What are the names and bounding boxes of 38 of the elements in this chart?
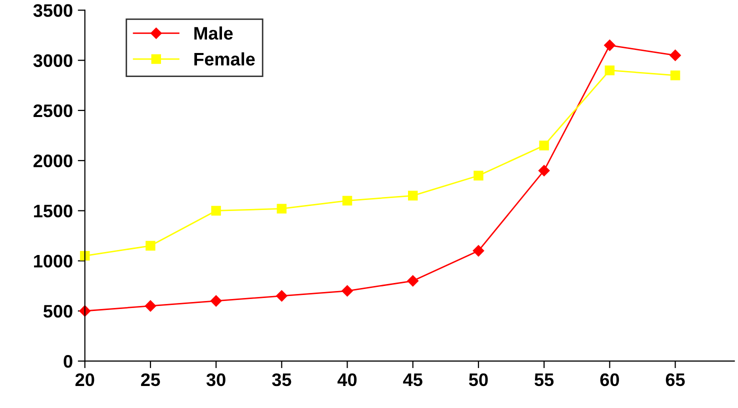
point	[144, 300, 156, 312]
point	[472, 245, 484, 256]
point	[276, 290, 288, 302]
point	[210, 295, 222, 307]
point	[604, 65, 615, 76]
y-tick-label: 1000	[34, 254, 72, 268]
y-tick-label: 3500	[33, 4, 72, 17]
point	[407, 275, 418, 286]
legend-label: Female	[194, 52, 255, 66]
y-tick-label: 2500	[34, 104, 72, 118]
point	[539, 140, 549, 150]
x-tick-label: 65	[666, 373, 685, 386]
x-tick-label: 25	[141, 373, 160, 386]
x-tick-label: 30	[206, 373, 226, 386]
x-tick-label: 55	[534, 374, 554, 386]
point	[670, 50, 681, 61]
y-tick-label: 2000	[34, 154, 72, 168]
point	[276, 204, 287, 214]
x-tick-label: 40	[338, 373, 357, 386]
point	[604, 40, 616, 51]
point	[211, 206, 221, 216]
y-tick-label: 0	[64, 355, 72, 368]
point	[538, 164, 550, 176]
x-tick-label: 50	[468, 373, 488, 386]
point	[408, 190, 418, 201]
point	[342, 196, 352, 206]
y-tick-label: 500	[44, 304, 72, 318]
x-tick-label: 35	[272, 373, 292, 386]
point	[670, 70, 680, 80]
y-tick-label: 3000	[33, 54, 72, 68]
legend-label: Male	[194, 26, 233, 40]
point	[342, 285, 353, 297]
point	[474, 170, 484, 180]
x-tick-label: 20	[75, 373, 94, 386]
point	[146, 240, 156, 251]
x-tick-label: 60	[600, 373, 619, 386]
x-tick-label: 45	[403, 374, 422, 386]
y-tick-label: 1500	[34, 204, 72, 218]
